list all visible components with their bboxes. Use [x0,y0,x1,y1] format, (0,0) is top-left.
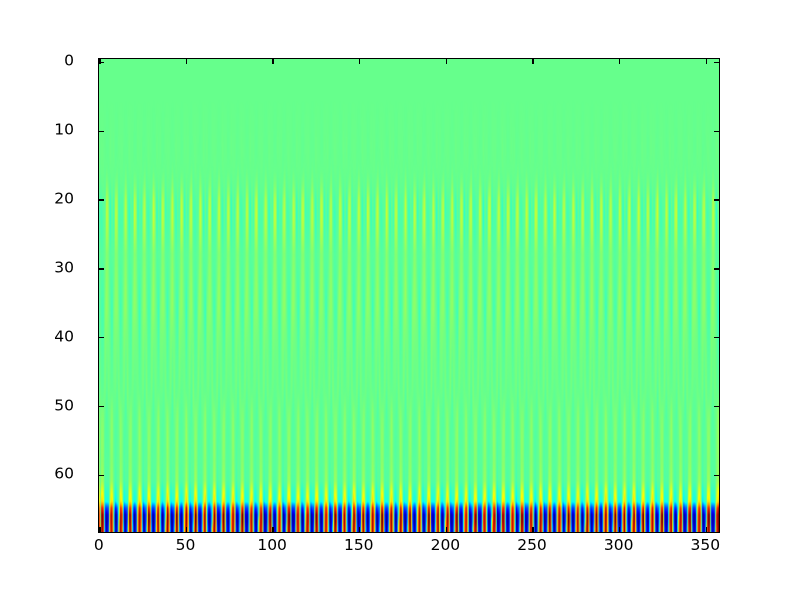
y-tick-mark [99,199,104,201]
plot-axes[interactable] [98,58,720,533]
x-tick-label: 0 [93,536,104,554]
y-tick-mark [714,474,719,477]
y-tick-mark [714,405,719,408]
x-tick-mark [705,527,707,532]
y-tick-mark [714,199,719,201]
x-tick-mark [185,59,188,64]
x-tick-label: 350 [690,536,721,554]
y-tick-mark [99,474,104,477]
x-tick-label: 250 [517,536,547,554]
x-tick-mark [705,59,707,64]
y-tick-label: 0 [64,51,74,70]
y-tick-label: 20 [54,189,74,208]
y-tick-mark [714,337,719,339]
x-tick-mark [445,527,448,532]
y-tick-mark [714,268,719,270]
y-tick-mark [714,61,719,64]
y-tick-mark [99,337,104,339]
x-tick-label: 50 [175,536,196,554]
y-tick-label: 50 [54,395,74,414]
x-tick-mark [532,527,534,532]
y-tick-label: 10 [54,120,74,139]
x-tick-mark [185,527,188,532]
x-tick-mark [445,59,448,64]
x-tick-label: 200 [430,536,461,554]
y-tick-mark [99,268,104,270]
x-tick-mark [272,59,274,64]
y-tick-mark [99,405,104,408]
x-tick-mark [359,527,361,532]
x-tick-mark [272,527,274,532]
x-tick-label: 150 [343,536,374,554]
x-tick-mark [532,59,534,64]
y-tick-label: 60 [54,464,74,483]
x-tick-mark [618,59,621,64]
y-tick-label: 30 [54,258,74,277]
x-tick-mark [618,527,621,532]
x-tick-mark [359,59,361,64]
y-tick-mark [99,130,104,132]
y-tick-mark [714,130,719,132]
x-tick-label: 100 [257,536,287,554]
x-tick-label: 300 [603,536,634,554]
y-tick-label: 40 [54,327,74,346]
y-tick-mark [99,61,104,64]
x-tick-mark [99,59,101,64]
x-tick-mark [99,527,101,532]
heatmap-image [99,59,719,532]
